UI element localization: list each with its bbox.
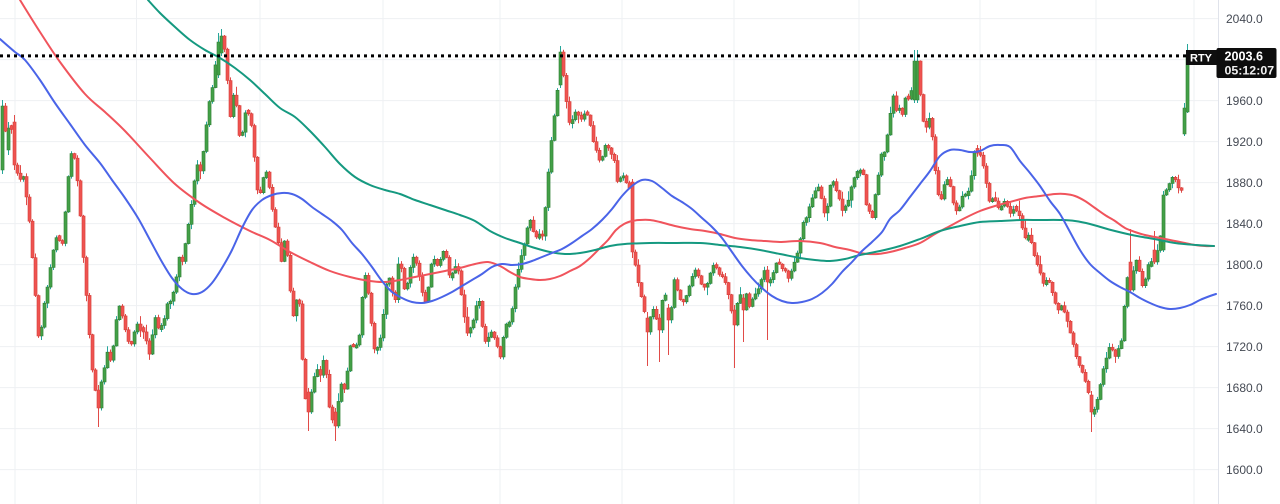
svg-text:2003.6: 2003.6 xyxy=(1225,50,1264,64)
svg-text:2040.0: 2040.0 xyxy=(1226,12,1263,26)
svg-text:RTY: RTY xyxy=(1190,53,1213,65)
svg-text:1840.0: 1840.0 xyxy=(1226,217,1263,231)
svg-text:05:12:07: 05:12:07 xyxy=(1225,64,1275,78)
svg-text:1640.0: 1640.0 xyxy=(1226,422,1263,436)
svg-text:1760.0: 1760.0 xyxy=(1226,299,1263,313)
svg-text:1960.0: 1960.0 xyxy=(1226,94,1263,108)
svg-text:1800.0: 1800.0 xyxy=(1226,258,1263,272)
svg-text:1680.0: 1680.0 xyxy=(1226,381,1263,395)
svg-text:1600.0: 1600.0 xyxy=(1226,463,1263,477)
svg-text:1920.0: 1920.0 xyxy=(1226,135,1263,149)
svg-text:1880.0: 1880.0 xyxy=(1226,176,1263,190)
svg-text:1720.0: 1720.0 xyxy=(1226,340,1263,354)
